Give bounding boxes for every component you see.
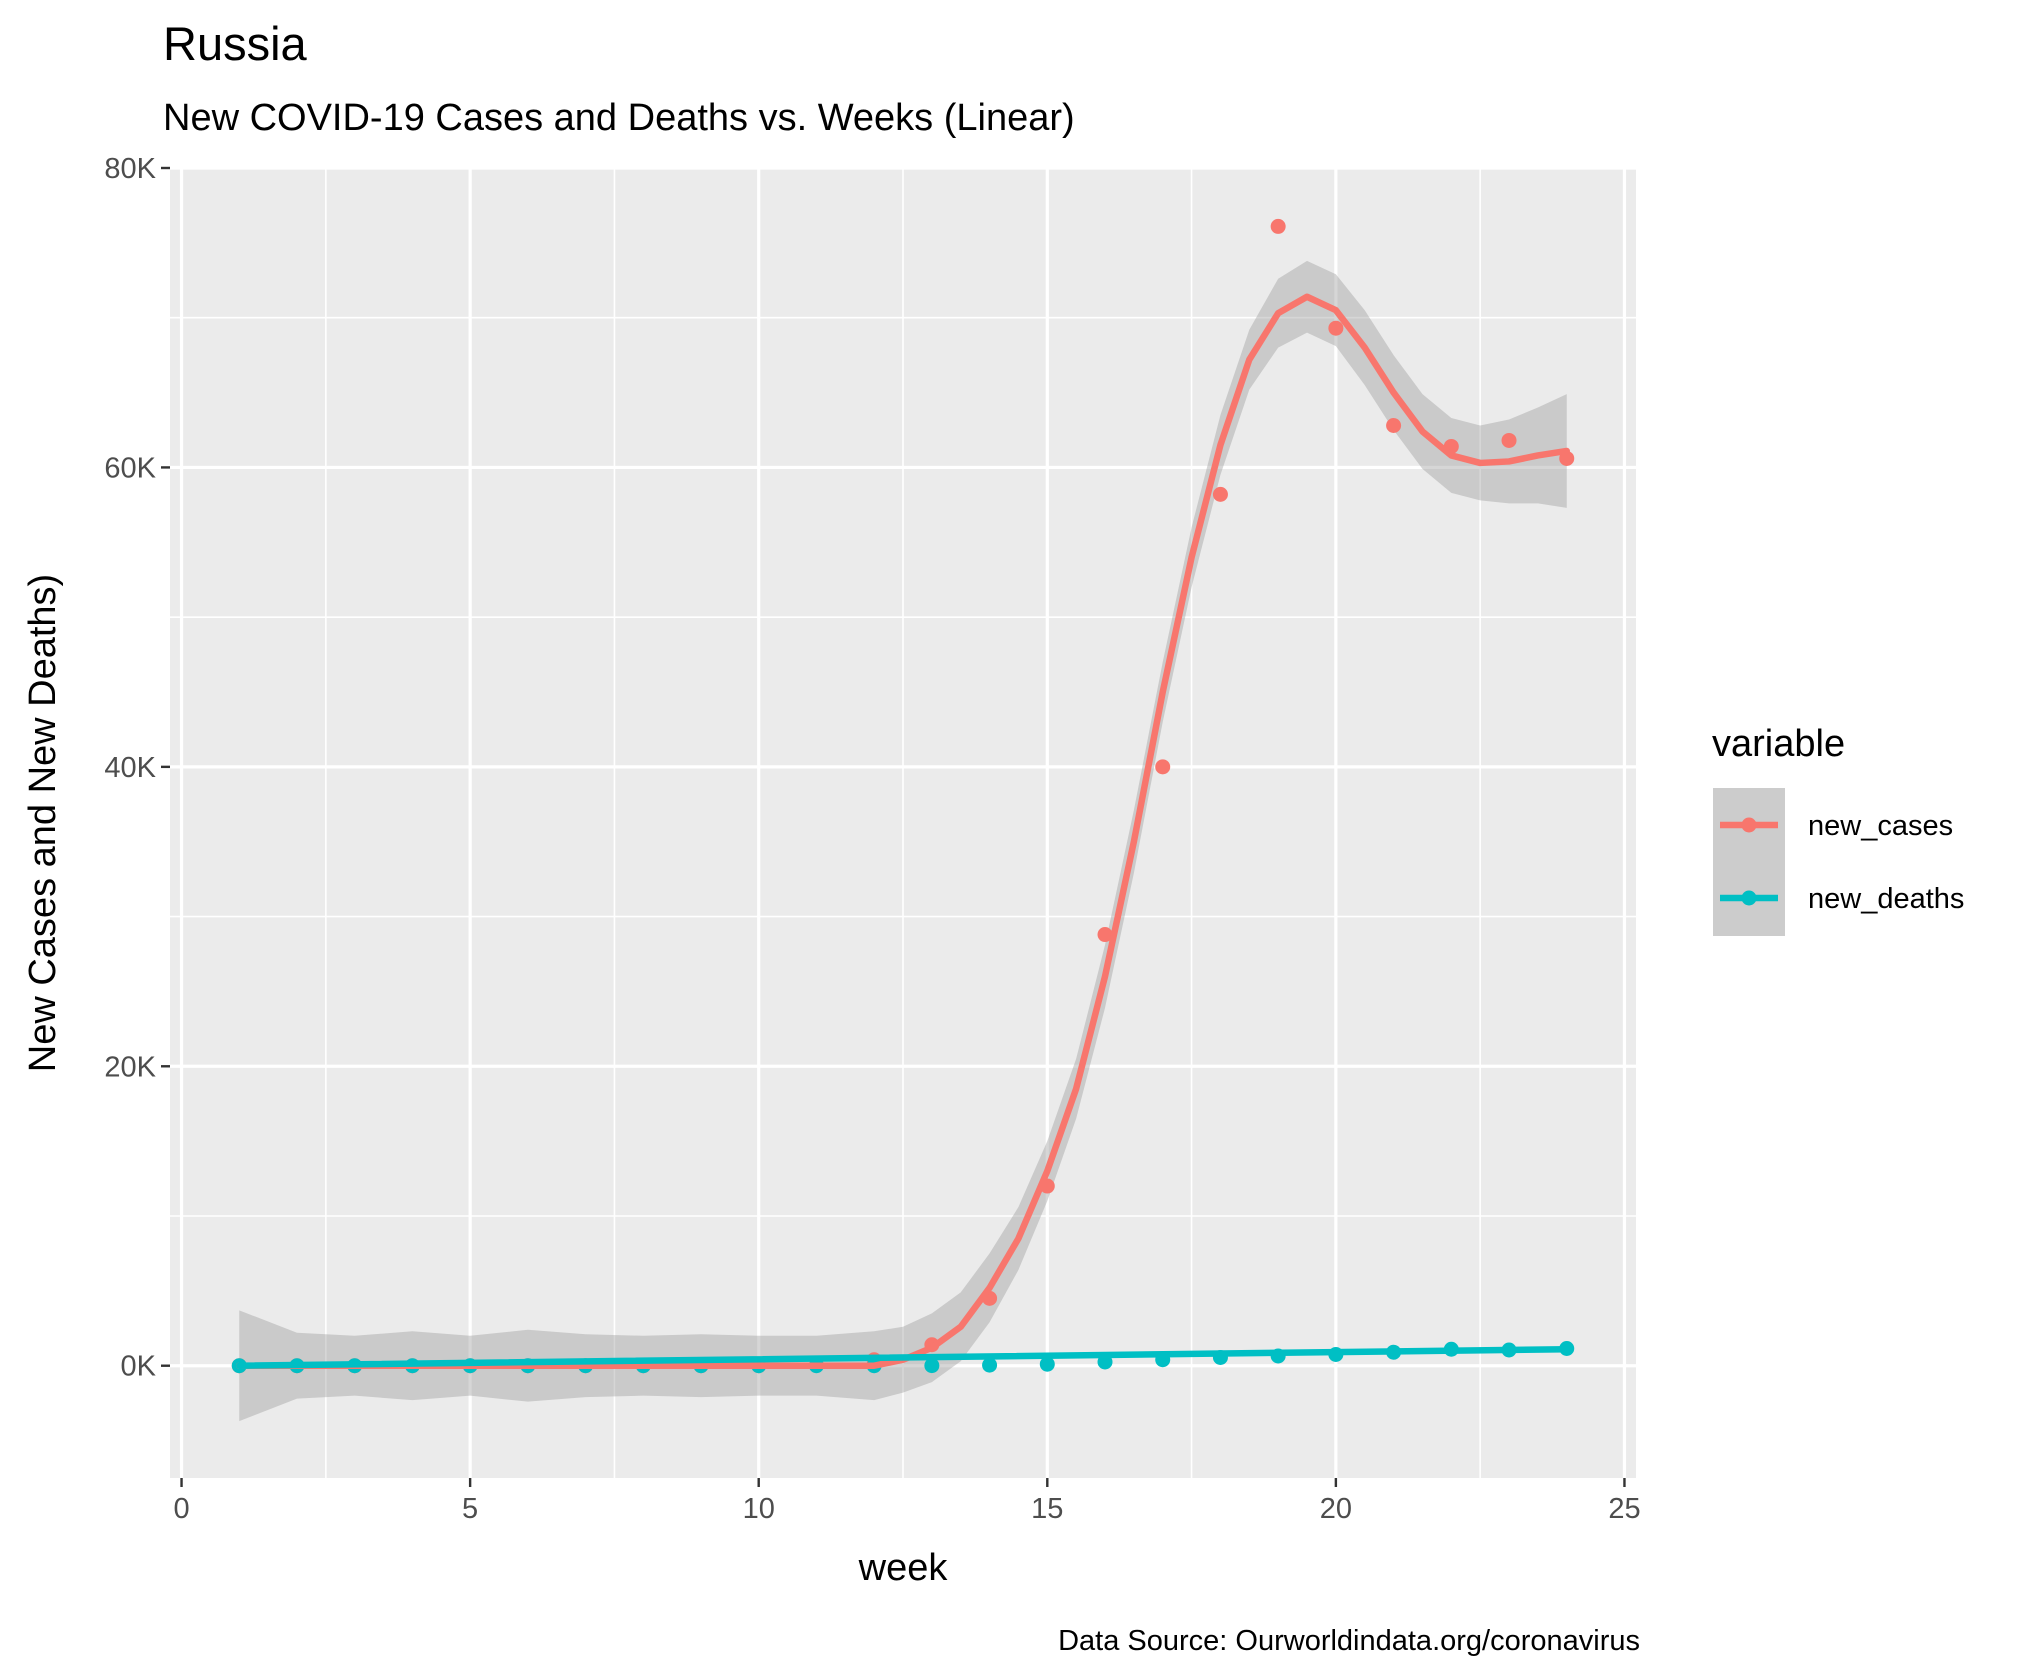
point-new_cases: [1097, 927, 1113, 943]
legend-label-new_deaths: new_deaths: [1808, 883, 1964, 915]
legend-key-box: [1713, 788, 1785, 936]
y-axis-title: New Cases and New Deaths): [22, 574, 64, 1072]
fit-lines: [236, 293, 1570, 1369]
grid-lines: [170, 166, 1636, 1478]
legend-point-new_cases: [1741, 817, 1757, 833]
y-tick-label: 0K: [121, 1351, 157, 1383]
y-tick-label: 40K: [104, 752, 156, 784]
x-tick-label: 20: [1320, 1493, 1352, 1525]
fit-line-new_cases: [236, 293, 1570, 1369]
point-new_cases: [1501, 432, 1517, 448]
legend-point-new_deaths: [1741, 890, 1757, 906]
point-new_cases: [1328, 320, 1344, 336]
x-tick-label: 25: [1608, 1493, 1640, 1525]
fit-line-new_deaths: [236, 1346, 1570, 1369]
chart-title: Russia: [163, 17, 308, 70]
x-tick-label: 0: [173, 1493, 189, 1525]
point-new_cases: [1212, 486, 1228, 502]
legend-title: variable: [1712, 723, 1845, 765]
legend: variable new_cases new_deaths: [1712, 723, 1964, 936]
chart-subtitle: New COVID-19 Cases and Deaths vs. Weeks …: [163, 97, 1075, 139]
point-new_deaths: [924, 1358, 940, 1374]
point-new_cases: [1155, 759, 1171, 775]
legend-label-new_cases: new_cases: [1808, 810, 1953, 842]
point-new_deaths: [982, 1357, 998, 1373]
data-source-caption: Data Source: Ourworldindata.org/coronavi…: [1058, 1625, 1640, 1657]
y-tick-label: 80K: [104, 153, 156, 185]
point-new_deaths: [1039, 1356, 1055, 1372]
axes: 0 5 10 15 20 25 0K 20K 40K 60K 80K: [104, 153, 1640, 1525]
y-tick-label: 20K: [104, 1051, 156, 1083]
point-new_cases: [1270, 218, 1286, 234]
x-tick-label: 15: [1031, 1493, 1063, 1525]
x-tick-label: 10: [743, 1493, 775, 1525]
y-tick-label: 60K: [104, 452, 156, 484]
point-new_cases: [1386, 418, 1402, 434]
x-axis-title: week: [858, 1547, 949, 1589]
x-tick-label: 5: [462, 1493, 478, 1525]
